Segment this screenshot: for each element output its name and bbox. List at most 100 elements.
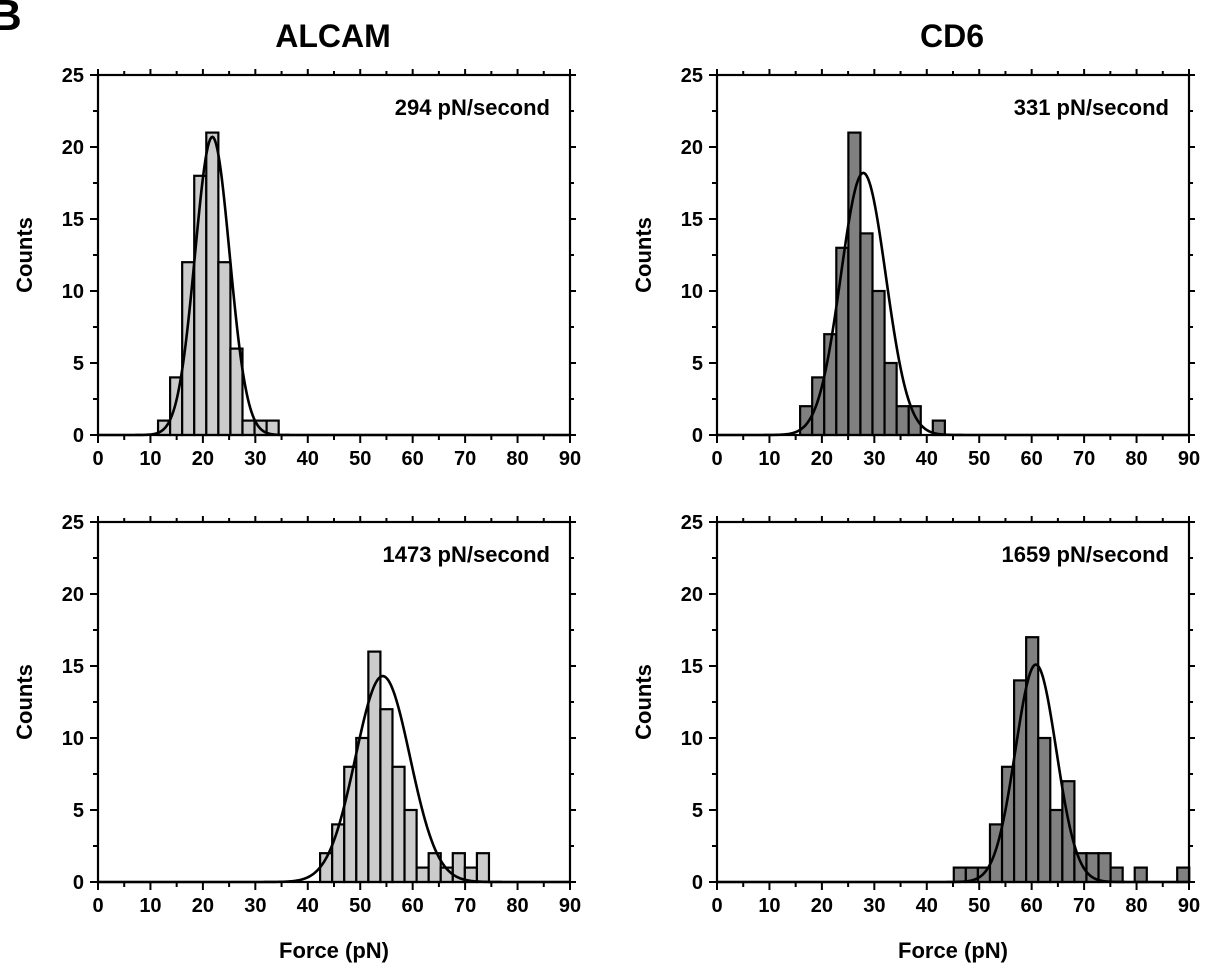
histogram-bar (355, 736, 370, 884)
histogram-bar (403, 808, 418, 884)
x-tick-label: 0 (92, 895, 103, 917)
x-tick-label: 30 (863, 895, 885, 917)
x-tick-label: 90 (559, 895, 581, 917)
histogram-bar (193, 174, 208, 437)
y-tick-label: 25 (681, 512, 703, 534)
histogram-bar (475, 852, 491, 884)
histogram-bar (1133, 866, 1148, 884)
column-title-alcam: ALCAM (275, 18, 391, 54)
histogram-bar (871, 289, 886, 437)
x-tick-label: 0 (92, 448, 103, 470)
x-tick-label: 30 (244, 895, 266, 917)
y-axis-label: Counts (631, 664, 656, 740)
x-tick-label: 40 (916, 448, 938, 470)
x-tick-label: 40 (297, 895, 319, 917)
x-tick-label: 30 (863, 448, 885, 470)
x-tick-label: 10 (139, 895, 161, 917)
x-tick-label: 20 (192, 448, 214, 470)
y-tick-label: 0 (692, 425, 703, 447)
histogram-bar (379, 708, 394, 884)
x-tick-label: 80 (1125, 895, 1147, 917)
x-tick-label: 80 (506, 895, 528, 917)
x-tick-label: 80 (1125, 448, 1147, 470)
y-tick-label: 10 (62, 728, 84, 750)
rate-label: 331 pN/second (1014, 95, 1169, 120)
plot-frame (715, 73, 1191, 437)
x-tick-label: 50 (349, 895, 371, 917)
histogram-bar (1176, 866, 1191, 884)
y-tick-label: 20 (62, 137, 84, 159)
x-tick-label: 0 (711, 448, 722, 470)
x-tick-label: 80 (506, 448, 528, 470)
y-tick-label: 15 (681, 209, 703, 231)
histogram-panel-1: 0 10 20 30 40 50 60 70 80 90 0 5 10 15 20 25 294 pN/seco… (12, 65, 581, 470)
histogram-bar (1025, 636, 1040, 884)
x-tick-label: 60 (402, 895, 424, 917)
x-tick-label: 10 (758, 895, 780, 917)
y-tick-label: 25 (681, 65, 703, 87)
histogram-panel-2: 0 10 20 30 40 50 60 70 80 90 0 5 10 15 20 25 331 pN/seco… (631, 65, 1200, 470)
histogram-bar (1097, 852, 1112, 884)
x-tick-label: 40 (297, 448, 319, 470)
plot-frame (715, 520, 1191, 884)
x-tick-label: 10 (758, 448, 780, 470)
x-tick-label: 60 (1021, 448, 1043, 470)
gaussian-fit-line (717, 171, 1189, 437)
y-tick-label: 25 (62, 512, 84, 534)
histogram-bar (391, 765, 406, 884)
x-tick-label: 50 (349, 448, 371, 470)
histogram-bar (1109, 866, 1124, 884)
y-tick-label: 15 (62, 656, 84, 678)
x-tick-label: 70 (454, 895, 476, 917)
y-tick-label: 5 (73, 353, 84, 375)
y-tick-label: 10 (681, 728, 703, 750)
histogram-panel-3: 0 10 20 30 40 50 60 70 80 90 0 5 10 15 20 25 1473 pN/sec… (12, 512, 581, 963)
histogram-bar (883, 361, 898, 437)
x-tick-label: 60 (402, 448, 424, 470)
column-title-cd6: CD6 (920, 18, 984, 54)
gaussian-fit-line (98, 135, 570, 437)
histogram-bar (415, 866, 430, 884)
y-tick-label: 20 (681, 137, 703, 159)
y-tick-label: 5 (692, 353, 703, 375)
x-tick-label: 20 (192, 895, 214, 917)
panel-letter: B (0, 0, 22, 40)
x-axis-label: Force (pN) (898, 938, 1008, 963)
y-axis-label: Counts (12, 664, 37, 740)
y-tick-label: 0 (692, 872, 703, 894)
gaussian-fit-line (717, 663, 1189, 884)
histogram-panel-4: 0 10 20 30 40 50 60 70 80 90 0 5 10 15 20 25 1659 pN/sec… (631, 512, 1200, 963)
rate-label: 1473 pN/second (382, 542, 550, 567)
histogram-bar (331, 823, 346, 884)
x-tick-label: 10 (139, 448, 161, 470)
histogram-bar (835, 246, 850, 437)
y-tick-label: 15 (681, 656, 703, 678)
x-axis-label: Force (pN) (279, 938, 389, 963)
y-tick-label: 5 (73, 800, 84, 822)
x-tick-label: 40 (916, 895, 938, 917)
x-tick-label: 70 (454, 448, 476, 470)
x-tick-label: 0 (711, 895, 722, 917)
y-tick-label: 15 (62, 209, 84, 231)
histogram-bar (217, 261, 232, 437)
y-tick-label: 20 (62, 584, 84, 606)
rate-label: 1659 pN/second (1001, 542, 1169, 567)
x-tick-label: 90 (1178, 895, 1200, 917)
histogram-bar (205, 131, 220, 437)
y-tick-label: 0 (73, 425, 84, 447)
x-tick-label: 70 (1073, 895, 1095, 917)
histogram-bar (895, 405, 910, 437)
plot-frame (96, 73, 572, 437)
x-tick-label: 90 (559, 448, 581, 470)
y-tick-label: 25 (62, 65, 84, 87)
x-tick-label: 20 (811, 448, 833, 470)
x-tick-label: 20 (811, 895, 833, 917)
y-axis-label: Counts (631, 217, 656, 293)
histogram-bar (241, 419, 256, 437)
y-axis-label: Counts (12, 217, 37, 293)
histogram-bar (859, 232, 874, 437)
x-tick-label: 50 (968, 448, 990, 470)
x-tick-label: 90 (1178, 448, 1200, 470)
